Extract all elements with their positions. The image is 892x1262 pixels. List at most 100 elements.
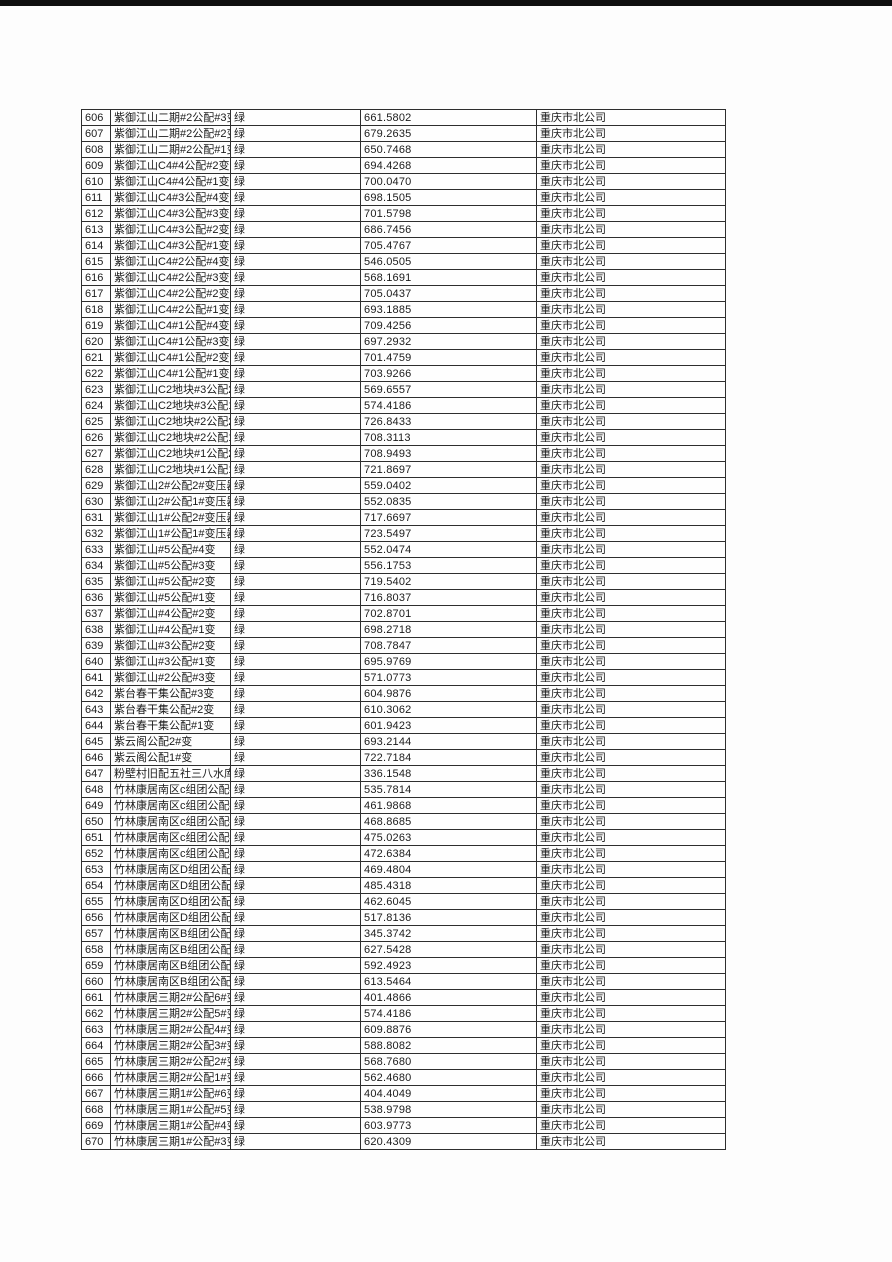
table-row[interactable]: 648 竹林康居南区c组团公配#5变 绿 535.7814 重庆市北公司 [81,781,726,798]
device-name-cell[interactable]: 紫御江山二期#2公配#3变 [110,109,231,126]
device-name-cell[interactable]: 竹林康居三期2#公配6#变 [110,989,231,1006]
row-number-cell[interactable]: 609 [81,157,111,174]
status-cell[interactable]: 绿 [230,941,361,958]
device-name-cell[interactable]: 紫御江山C2地块#3公配1#变 [110,397,231,414]
status-cell[interactable]: 绿 [230,1085,361,1102]
row-number-cell[interactable]: 669 [81,1117,111,1134]
row-number-cell[interactable]: 657 [81,925,111,942]
company-cell[interactable]: 重庆市北公司 [536,733,726,750]
row-number-cell[interactable]: 636 [81,589,111,606]
value-cell[interactable]: 716.8037 [360,589,537,606]
company-cell[interactable]: 重庆市北公司 [536,1037,726,1054]
row-number-cell[interactable]: 653 [81,861,111,878]
device-name-cell[interactable]: 紫御江山1#公配1#变压器 [110,525,231,542]
row-number-cell[interactable]: 617 [81,285,111,302]
row-number-cell[interactable]: 608 [81,141,111,158]
row-number-cell[interactable]: 643 [81,701,111,718]
status-cell[interactable]: 绿 [230,973,361,990]
row-number-cell[interactable]: 640 [81,653,111,670]
row-number-cell[interactable]: 618 [81,301,111,318]
table-row[interactable]: 614 紫御江山C4#3公配#1变 绿 705.4767 重庆市北公司 [81,237,726,254]
company-cell[interactable]: 重庆市北公司 [536,973,726,990]
table-row[interactable]: 611 紫御江山C4#3公配#4变 绿 698.1505 重庆市北公司 [81,189,726,206]
table-row[interactable]: 663 竹林康居三期2#公配4#变 绿 609.8876 重庆市北公司 [81,1021,726,1038]
value-cell[interactable]: 719.5402 [360,573,537,590]
row-number-cell[interactable]: 612 [81,205,111,222]
table-row[interactable]: 628 紫御江山C2地块#1公配1#变 绿 721.8697 重庆市北公司 [81,461,726,478]
row-number-cell[interactable]: 665 [81,1053,111,1070]
company-cell[interactable]: 重庆市北公司 [536,189,726,206]
company-cell[interactable]: 重庆市北公司 [536,653,726,670]
value-cell[interactable]: 472.6384 [360,845,537,862]
value-cell[interactable]: 708.3113 [360,429,537,446]
row-number-cell[interactable]: 647 [81,765,111,782]
device-name-cell[interactable]: 竹林康居南区c组团公配#2变 [110,829,231,846]
device-name-cell[interactable]: 紫御江山C4#3公配#1变 [110,237,231,254]
value-cell[interactable]: 701.4759 [360,349,537,366]
value-cell[interactable]: 708.9493 [360,445,537,462]
device-name-cell[interactable]: 紫御江山二期#2公配#1变 [110,141,231,158]
status-cell[interactable]: 绿 [230,653,361,670]
value-cell[interactable]: 574.4186 [360,1005,537,1022]
status-cell[interactable]: 绿 [230,109,361,126]
row-number-cell[interactable]: 644 [81,717,111,734]
device-name-cell[interactable]: 紫御江山C4#1公配#2变 [110,349,231,366]
value-cell[interactable]: 535.7814 [360,781,537,798]
device-name-cell[interactable]: 竹林康居南区c组团公配#3变 [110,813,231,830]
value-cell[interactable]: 475.0263 [360,829,537,846]
table-row[interactable]: 617 紫御江山C4#2公配#2变 绿 705.0437 重庆市北公司 [81,285,726,302]
status-cell[interactable]: 绿 [230,157,361,174]
row-number-cell[interactable]: 632 [81,525,111,542]
device-name-cell[interactable]: 紫御江山C2地块#1公配2#变 [110,445,231,462]
value-cell[interactable]: 705.0437 [360,285,537,302]
table-row[interactable]: 622 紫御江山C4#1公配#1变 绿 703.9266 重庆市北公司 [81,365,726,382]
table-row[interactable]: 657 竹林康居南区B组团公配5变 绿 345.3742 重庆市北公司 [81,925,726,942]
status-cell[interactable]: 绿 [230,1037,361,1054]
value-cell[interactable]: 345.3742 [360,925,537,942]
status-cell[interactable]: 绿 [230,413,361,430]
value-cell[interactable]: 695.9769 [360,653,537,670]
row-number-cell[interactable]: 638 [81,621,111,638]
company-cell[interactable]: 重庆市北公司 [536,429,726,446]
company-cell[interactable]: 重庆市北公司 [536,509,726,526]
table-row[interactable]: 634 紫御江山#5公配#3变 绿 556.1753 重庆市北公司 [81,557,726,574]
status-cell[interactable]: 绿 [230,1133,361,1150]
status-cell[interactable]: 绿 [230,861,361,878]
row-number-cell[interactable]: 624 [81,397,111,414]
value-cell[interactable]: 469.4804 [360,861,537,878]
value-cell[interactable]: 613.5464 [360,973,537,990]
value-cell[interactable]: 627.5428 [360,941,537,958]
table-row[interactable]: 620 紫御江山C4#1公配#3变 绿 697.2932 重庆市北公司 [81,333,726,350]
device-name-cell[interactable]: 紫御江山C4#1公配#1变 [110,365,231,382]
device-name-cell[interactable]: 紫御江山C4#2公配#3变 [110,269,231,286]
row-number-cell[interactable]: 651 [81,829,111,846]
device-name-cell[interactable]: 竹林康居南区D组团公配4变 [110,861,231,878]
row-number-cell[interactable]: 627 [81,445,111,462]
value-cell[interactable]: 571.0773 [360,669,537,686]
row-number-cell[interactable]: 611 [81,189,111,206]
row-number-cell[interactable]: 631 [81,509,111,526]
status-cell[interactable]: 绿 [230,1021,361,1038]
row-number-cell[interactable]: 630 [81,493,111,510]
table-row[interactable]: 608 紫御江山二期#2公配#1变 绿 650.7468 重庆市北公司 [81,141,726,158]
row-number-cell[interactable]: 606 [81,109,111,126]
status-cell[interactable]: 绿 [230,237,361,254]
device-name-cell[interactable]: 竹林康居三期1#公配#5变 [110,1101,231,1118]
table-row[interactable]: 607 紫御江山二期#2公配#2变 绿 679.2635 重庆市北公司 [81,125,726,142]
company-cell[interactable]: 重庆市北公司 [536,909,726,926]
row-number-cell[interactable]: 634 [81,557,111,574]
status-cell[interactable]: 绿 [230,301,361,318]
company-cell[interactable]: 重庆市北公司 [536,317,726,334]
value-cell[interactable]: 568.1691 [360,269,537,286]
value-cell[interactable]: 697.2932 [360,333,537,350]
row-number-cell[interactable]: 655 [81,893,111,910]
status-cell[interactable]: 绿 [230,317,361,334]
value-cell[interactable]: 592.4923 [360,957,537,974]
company-cell[interactable]: 重庆市北公司 [536,621,726,638]
device-name-cell[interactable]: 竹林康居南区B组团公配4变 [110,941,231,958]
row-number-cell[interactable]: 666 [81,1069,111,1086]
device-name-cell[interactable]: 紫云阁公配2#变 [110,733,231,750]
device-name-cell[interactable]: 紫御江山#3公配#1变 [110,653,231,670]
row-number-cell[interactable]: 610 [81,173,111,190]
table-row[interactable]: 650 竹林康居南区c组团公配#3变 绿 468.8685 重庆市北公司 [81,813,726,830]
